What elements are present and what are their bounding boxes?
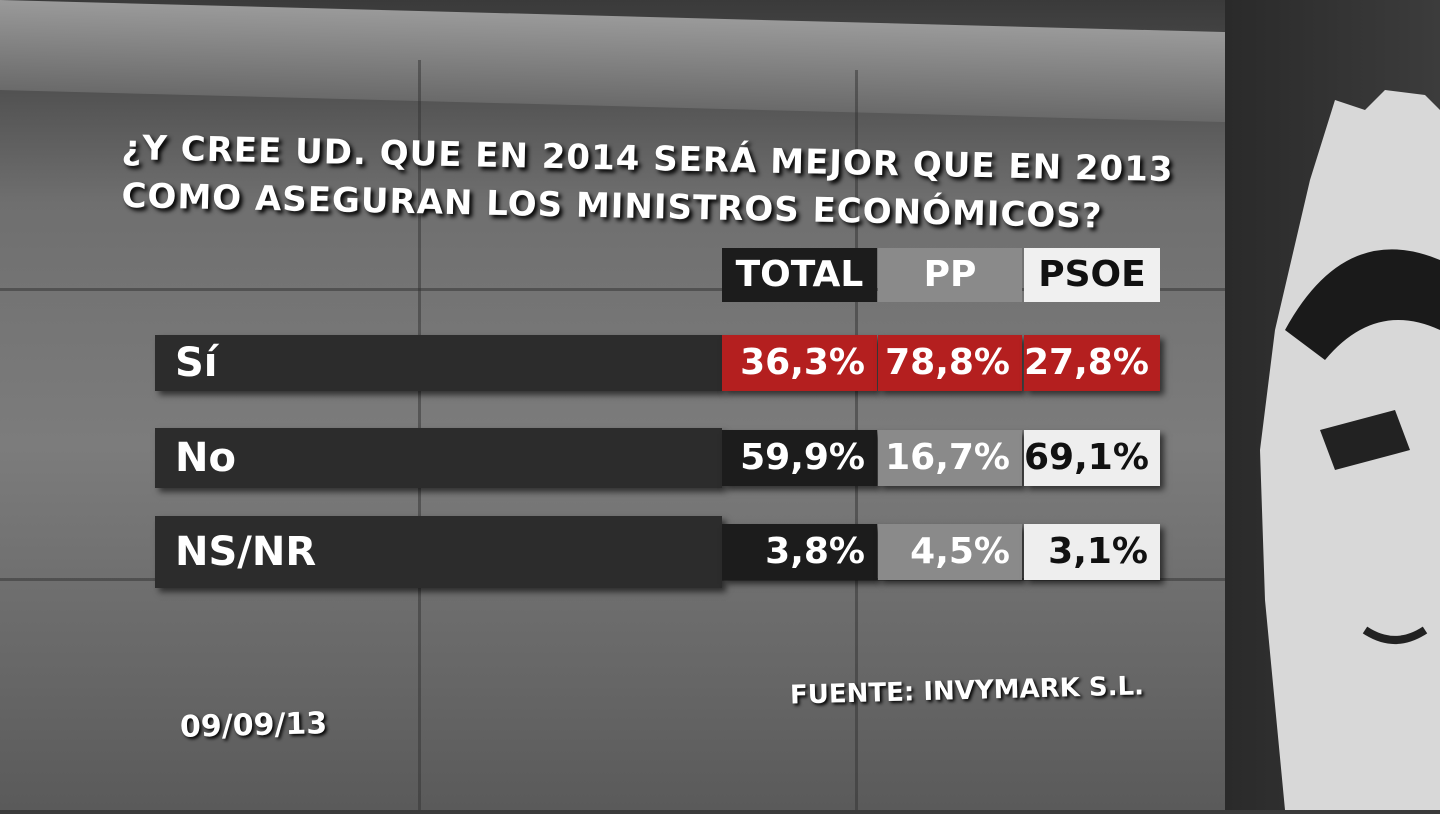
column-header: PP <box>878 248 1022 302</box>
cell-value: 69,1% <box>1024 430 1160 486</box>
cell-value: 4,5% <box>878 524 1022 580</box>
cell-value: 36,3% <box>722 335 877 391</box>
ceiling <box>0 0 1440 128</box>
cell-value: 59,9% <box>722 430 877 486</box>
wall-seam <box>0 288 1225 291</box>
date: 09/09/13 <box>179 706 328 745</box>
row-label: Sí <box>155 335 722 391</box>
column-header: TOTAL <box>722 248 877 302</box>
cell-value: 27,8% <box>1024 335 1160 391</box>
row-label: No <box>155 428 722 488</box>
source: FUENTE: INVYMARK S.L. <box>789 671 1145 711</box>
cell-value: 3,8% <box>722 524 877 580</box>
column-header: PSOE <box>1024 248 1160 302</box>
side-wall <box>1225 0 1440 810</box>
cell-value: 78,8% <box>878 335 1022 391</box>
statue-graphic <box>1260 90 1440 810</box>
cell-value: 3,1% <box>1024 524 1160 580</box>
cell-value: 16,7% <box>878 430 1022 486</box>
row-label: NS/NR <box>155 516 722 588</box>
